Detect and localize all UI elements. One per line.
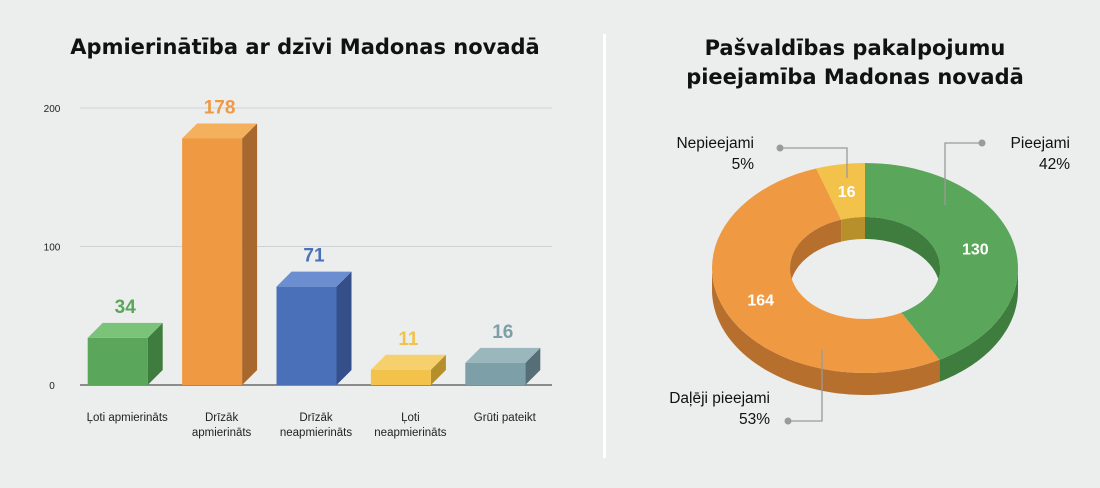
- donut-chart-panel: Pašvaldības pakalpojumu pieejamība Madon…: [610, 0, 1100, 488]
- bar-front: [276, 286, 337, 385]
- bar-value-label: 34: [115, 297, 137, 318]
- x-tick-label-line: Drīzāk: [205, 412, 238, 424]
- bar: [370, 354, 446, 385]
- bar-top: [276, 271, 352, 287]
- bar-top: [370, 354, 446, 370]
- bar-top: [182, 123, 258, 139]
- panel-divider: [603, 34, 606, 458]
- callout-line: [944, 142, 982, 205]
- donut-value-label: 16: [838, 184, 856, 201]
- donut-chart-title: Pašvaldības pakalpojumu pieejamība Madon…: [610, 34, 1100, 92]
- bar-chart-panel: Apmierinātība ar dzīvi Madonas novadā 0 1…: [44, 35, 552, 439]
- bar-chart: 0 100 200 34 Ļoti apmierināts 178 Drīzāk apmier…: [44, 97, 552, 439]
- bar: [87, 322, 163, 385]
- bar-front: [465, 362, 526, 385]
- x-tick-label: Ļoti apmierināts: [87, 412, 168, 424]
- donut-slice: [712, 168, 940, 373]
- x-tick-label-line: Ļoti apmierināts: [87, 412, 168, 424]
- bar: [276, 271, 352, 385]
- bar-front: [370, 369, 431, 385]
- donut-legend-percent: 42%: [1039, 156, 1070, 173]
- donut-title-line-1: Pašvaldības pakalpojumu: [704, 36, 1006, 60]
- callout-line: [788, 350, 823, 422]
- bar: [182, 123, 258, 385]
- x-tick-label-line: neapmierināts: [374, 427, 446, 439]
- bar-front: [182, 138, 243, 385]
- donut-chart: 130 164 16 Pieejami 42% Daļēji pieejami 53% Nep…: [669, 135, 1070, 428]
- bar-value-label: 71: [303, 246, 325, 267]
- bar-side: [147, 322, 163, 385]
- callout-dot: [784, 417, 792, 425]
- y-tick-label: 0: [49, 381, 55, 392]
- donut-legend-percent: 53%: [739, 411, 770, 428]
- donut-outer-wall: [712, 268, 940, 395]
- x-tick-label: Grūti pateikt: [474, 412, 537, 424]
- y-tick-label: 200: [44, 104, 61, 115]
- bar-value-label: 11: [398, 329, 419, 350]
- y-tick-label: 100: [44, 243, 61, 254]
- bar-value-label: 178: [204, 97, 236, 118]
- bar-chart-title: Apmierinātība ar dzīvi Madonas novadā: [70, 35, 540, 59]
- callout-dot: [978, 139, 986, 147]
- bar-top: [465, 347, 541, 363]
- bar-side: [336, 271, 352, 385]
- bar: [465, 347, 541, 385]
- donut-slice: [865, 163, 1018, 360]
- x-tick-label-line: Drīzāk: [299, 412, 332, 424]
- bar-side: [430, 354, 446, 385]
- donut-slice: [816, 163, 865, 220]
- donut-legend-name: Nepieejami: [676, 135, 754, 152]
- x-tick-label: Drīzāk neapmierināts: [280, 412, 352, 439]
- x-tick-label: Ļoti neapmierināts: [374, 412, 446, 439]
- callout-line: [780, 147, 848, 178]
- donut-value-label: 164: [747, 292, 774, 309]
- donut-legend-percent: 5%: [732, 156, 755, 173]
- x-tick-label-line: Ļoti: [401, 412, 420, 424]
- x-tick-label: Drīzāk apmierināts: [192, 412, 252, 439]
- x-tick-label-line: Grūti pateikt: [474, 412, 537, 424]
- donut-inner-wall: [865, 217, 940, 290]
- donut-depth: [712, 217, 1018, 395]
- bar-side: [525, 347, 541, 385]
- donut-title-line-2: pieejamība Madonas novadā: [686, 65, 1024, 89]
- x-tick-label-line: neapmierināts: [280, 427, 352, 439]
- bar-side: [242, 123, 258, 385]
- callout-dot: [776, 144, 784, 152]
- donut-outer-wall: [939, 268, 1018, 382]
- donut-legend-name: Pieejami: [1011, 135, 1070, 152]
- donut-legend-name: Daļēji pieejami: [669, 390, 770, 407]
- x-tick-label-line: apmierināts: [192, 427, 252, 439]
- donut-inner-wall: [790, 219, 842, 290]
- donut-value-label: 130: [962, 241, 989, 258]
- bar-top: [87, 322, 163, 338]
- donut-inner-wall: [841, 217, 865, 242]
- bar-value-label: 16: [492, 322, 513, 343]
- bar-front: [87, 337, 148, 385]
